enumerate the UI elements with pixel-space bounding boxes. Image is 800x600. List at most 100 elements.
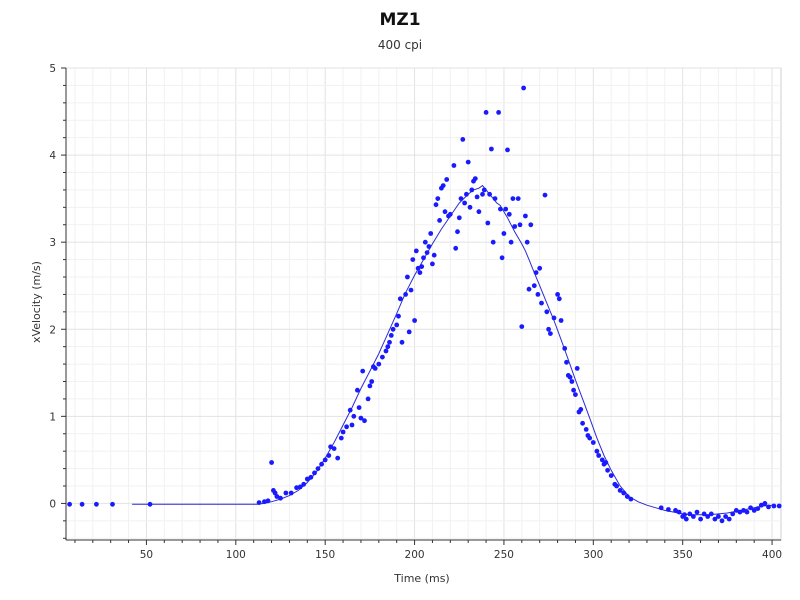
data-point: [465, 159, 471, 165]
data-point: [362, 418, 367, 424]
data-point: [399, 339, 405, 345]
data-point: [408, 287, 414, 293]
data-point: [594, 448, 600, 454]
data-point: [503, 206, 509, 212]
data-point: [340, 429, 346, 435]
data-point: [460, 137, 466, 142]
data-point: [326, 453, 332, 458]
data-point: [755, 506, 761, 511]
data-point: [569, 379, 575, 384]
data-point: [605, 467, 610, 473]
y-tick-label: 4: [49, 150, 56, 162]
data-point: [542, 192, 548, 198]
data-point: [558, 318, 564, 323]
data-point: [583, 427, 589, 432]
data-point: [147, 501, 153, 507]
data-point: [508, 239, 514, 245]
data-point: [490, 239, 496, 245]
data-point: [567, 374, 573, 380]
scatter-series: [67, 85, 782, 524]
data-point: [624, 494, 630, 499]
data-point: [537, 265, 543, 271]
y-tick-label: 0: [49, 498, 56, 510]
data-point: [496, 110, 501, 115]
y-tick-label: 5: [49, 63, 56, 75]
data-point: [481, 187, 487, 193]
data-point: [385, 344, 391, 350]
data-point: [419, 264, 425, 269]
x-tick-label: 100: [226, 549, 246, 561]
data-point: [555, 292, 560, 297]
data-point: [355, 387, 360, 393]
data-point: [369, 379, 375, 384]
data-point: [453, 245, 459, 251]
data-point: [322, 457, 328, 463]
data-point: [403, 292, 408, 297]
chart-subtitle: 400 cpi: [377, 38, 423, 52]
data-point: [489, 146, 494, 152]
data-point: [405, 274, 410, 280]
data-point: [519, 324, 525, 329]
y-tick-label: 2: [49, 324, 56, 336]
data-point: [628, 496, 634, 502]
data-point: [421, 255, 426, 261]
data-point: [539, 300, 544, 306]
data-point: [308, 474, 314, 480]
data-point: [469, 187, 475, 193]
data-point: [621, 490, 627, 496]
data-point: [712, 516, 718, 522]
data-point: [524, 239, 530, 245]
data-point: [521, 85, 526, 91]
data-point: [485, 220, 491, 226]
data-point: [367, 383, 373, 389]
data-point: [548, 331, 553, 336]
data-point: [578, 407, 584, 412]
data-point: [751, 508, 757, 513]
data-point: [556, 296, 562, 302]
data-point: [294, 485, 299, 491]
data-point: [517, 222, 523, 228]
data-point: [766, 504, 771, 510]
data-point: [730, 511, 736, 517]
data-point: [458, 196, 464, 202]
data-point: [771, 503, 777, 509]
data-point: [396, 313, 401, 319]
data-point: [483, 110, 489, 115]
data-point: [682, 512, 687, 518]
data-point: [387, 339, 392, 345]
data-point: [464, 191, 469, 197]
data-point: [487, 191, 492, 197]
data-point: [410, 257, 416, 262]
data-point: [297, 484, 303, 490]
data-point: [442, 209, 448, 215]
data-point: [301, 481, 307, 487]
data-point: [472, 176, 478, 182]
data-point: [546, 326, 551, 332]
data-point: [544, 309, 550, 315]
data-point: [426, 244, 432, 249]
data-point: [716, 514, 721, 519]
data-point: [666, 507, 671, 512]
data-point: [430, 261, 435, 267]
data-point: [372, 366, 378, 371]
data-point: [506, 211, 512, 217]
data-point: [422, 239, 428, 245]
data-point: [274, 494, 280, 499]
data-point: [726, 516, 732, 522]
data-point: [447, 211, 453, 217]
grid: [65, 67, 782, 541]
data-point: [492, 196, 498, 202]
data-point: [698, 516, 703, 522]
data-point: [415, 265, 421, 271]
data-point: [551, 315, 557, 321]
data-point: [433, 202, 439, 208]
data-point: [499, 255, 505, 261]
data-point: [510, 196, 516, 202]
data-point: [512, 224, 518, 229]
data-point: [526, 286, 532, 292]
data-point: [617, 488, 623, 493]
data-point: [437, 218, 442, 223]
data-point: [515, 196, 521, 202]
x-tick-label: 250: [494, 549, 514, 561]
data-point: [265, 498, 271, 504]
